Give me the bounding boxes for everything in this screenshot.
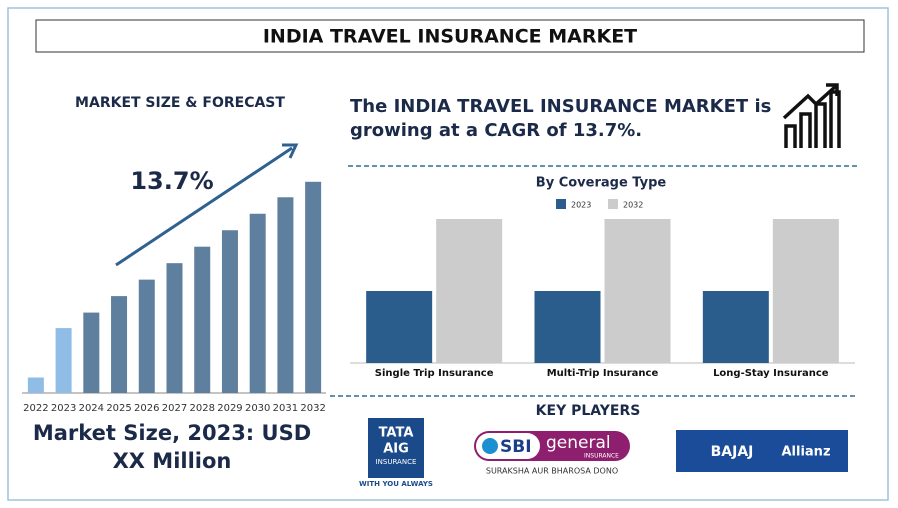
x-tick-label: 2026 [134, 403, 159, 414]
tata-text: INSURANCE [376, 458, 417, 466]
market-size: Market Size, 2023: USD [33, 421, 311, 445]
bar [604, 219, 671, 363]
tata-logo [368, 418, 424, 478]
sbi-text: general [546, 433, 611, 453]
headline: The INDIA TRAVEL INSURANCE MARKET is [350, 96, 771, 117]
bar [436, 219, 503, 363]
x-tick-label: 2025 [106, 403, 131, 414]
bajaj-text: Allianz [781, 445, 830, 460]
x-tick-label: 2029 [217, 403, 242, 414]
tata-tagline: WITH YOU ALWAYS [359, 480, 433, 488]
legend-label: 2023 [571, 201, 591, 210]
bar [166, 263, 183, 393]
bar [221, 230, 238, 393]
legend-label: 2032 [623, 201, 643, 210]
sbi-tagline: SURAKSHA AUR BHAROSA DONO [486, 467, 618, 476]
bajaj-logo [676, 430, 848, 472]
bar [83, 312, 100, 393]
bar [305, 181, 322, 393]
bar [55, 328, 72, 393]
sbi-text: SBI [500, 437, 532, 457]
x-tick-label: 2028 [190, 403, 215, 414]
bar [249, 213, 266, 393]
tata-text: AIG [383, 442, 409, 457]
growth-icon [782, 83, 841, 148]
market-size: XX Million [113, 449, 232, 473]
title-box [35, 19, 865, 53]
bar [194, 246, 211, 393]
bar [27, 377, 44, 393]
bar [772, 219, 839, 363]
x-tick-label: Single Trip Insurance [375, 368, 494, 379]
chart-title: By Coverage Type [536, 176, 667, 191]
x-tick-label: 2030 [245, 403, 270, 414]
bajaj-text: BAJAJ [711, 444, 754, 460]
sbi-icon [482, 438, 498, 454]
x-tick-label: 2024 [79, 403, 104, 414]
legend-swatch [556, 199, 566, 209]
x-tick-label: Multi-Trip Insurance [547, 368, 659, 379]
key-players-title: KEY PLAYERS [536, 403, 641, 419]
sbi-text: INSURANCE [584, 453, 619, 460]
headline: growing at a CAGR of 13.7%. [350, 120, 642, 141]
x-tick-label: Long-Stay Insurance [713, 368, 829, 379]
annotation: 13.7% [130, 167, 213, 195]
bar [111, 296, 128, 393]
trend-arrow [115, 146, 293, 267]
bar [534, 291, 601, 363]
chart-title: MARKET SIZE & FORECAST [75, 95, 285, 111]
x-tick-label: 2022 [23, 403, 48, 414]
page-title: INDIA TRAVEL INSURANCE MARKET [263, 26, 637, 48]
x-tick-label: 2023 [51, 403, 76, 414]
bar [277, 197, 294, 393]
bar [138, 279, 155, 393]
trend-arrow-head [282, 143, 299, 159]
tata-text: TATA [379, 426, 414, 441]
x-tick-label: 2027 [162, 403, 187, 414]
x-tick-label: 2031 [273, 403, 298, 414]
bar [366, 291, 433, 363]
x-tick-label: 2032 [300, 403, 325, 414]
bar [702, 291, 769, 363]
legend-swatch [608, 199, 618, 209]
